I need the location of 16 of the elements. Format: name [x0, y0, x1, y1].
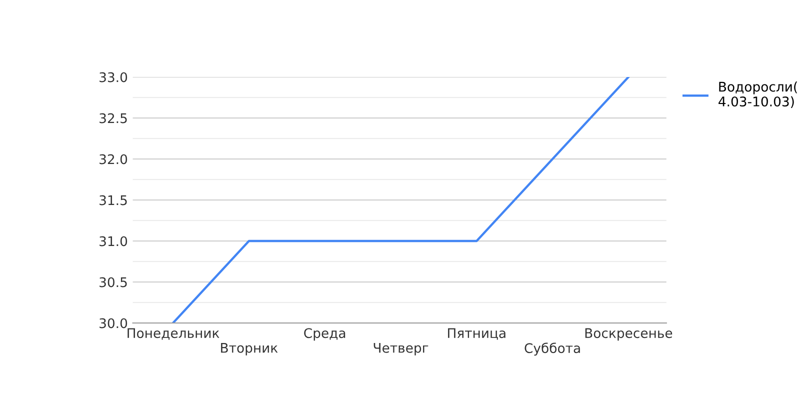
x-tick-label: Вторник	[221, 343, 278, 356]
y-tick-label: 30.5	[100, 277, 127, 288]
y-tick-label: 31.5	[100, 195, 127, 206]
x-tick-label: Суббота	[524, 342, 580, 356]
y-tick-label: 30.0	[100, 318, 128, 328]
line-series	[172, 77, 630, 323]
y-tick-label: 33.0	[100, 72, 128, 82]
y-tick-label: 31.0	[100, 236, 128, 246]
y-tick-label: 32.0	[100, 154, 128, 164]
x-tick-label: Воскресенье	[585, 328, 672, 341]
x-tick-label: Понедельник	[128, 328, 220, 340]
x-tick-label: Четверг	[374, 343, 428, 356]
y-tick-label: 32.5	[100, 113, 127, 124]
legend-label: Водоросли( 4.03-10.03)	[718, 82, 798, 108]
x-tick-label: Среда	[304, 328, 346, 341]
x-tick-label: Пятница	[448, 328, 506, 340]
